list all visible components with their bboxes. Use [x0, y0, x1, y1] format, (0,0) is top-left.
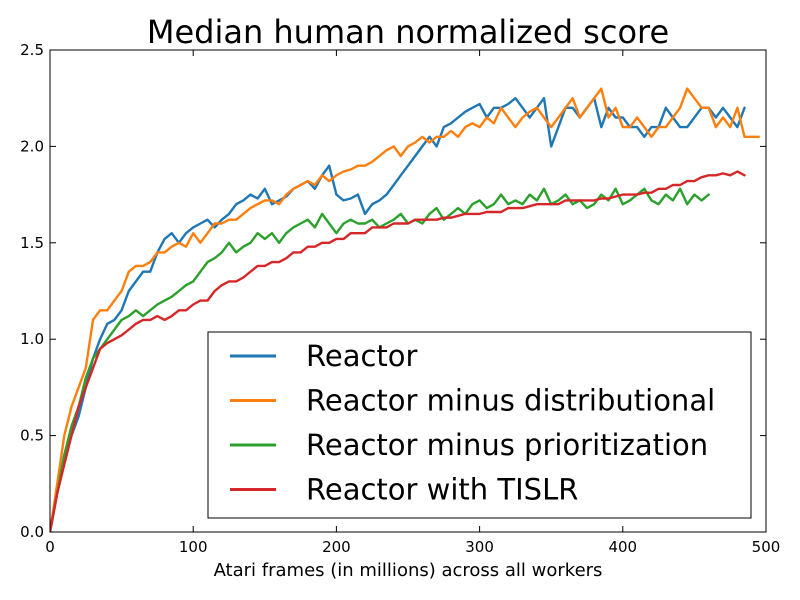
- y-tick-label: 0.5: [20, 427, 44, 445]
- y-tick-label: 2.0: [20, 137, 44, 155]
- legend-box: [207, 331, 752, 519]
- x-tick-label: 100: [179, 538, 208, 556]
- legend-label-1: Reactor minus distributional: [306, 384, 715, 418]
- x-axis-label: Atari frames (in millions) across all wo…: [214, 560, 603, 581]
- x-tick-label: 400: [608, 538, 637, 556]
- x-tick-label: 500: [752, 538, 781, 556]
- y-tick-label: 1.5: [20, 234, 44, 252]
- legend-label-0: Reactor: [306, 339, 418, 373]
- x-tick-label: 200: [322, 538, 351, 556]
- series-layer: [50, 87, 760, 532]
- legend: Reactor Reactor minus distributional React…: [207, 331, 752, 519]
- series-line-1: [50, 87, 760, 532]
- chart-title: Median human normalized score: [147, 13, 669, 51]
- axis-layer: 0 100 200 300 400 500 0.0 0.5 1.0 1.5 2.0 2.5: [20, 41, 780, 556]
- y-tick-label: 2.5: [20, 41, 44, 59]
- legend-label-2: Reactor minus prioritization: [306, 428, 708, 462]
- y-tick-label: 1.0: [20, 330, 44, 348]
- x-tick-label: 300: [465, 538, 494, 556]
- x-tick-label: 0: [45, 538, 55, 556]
- plot-frame: [49, 49, 767, 533]
- series-line-0: [50, 96, 746, 532]
- legend-label-3: Reactor with TISLR: [306, 473, 578, 507]
- series-line-3: [50, 170, 746, 532]
- y-tick-label: 0.0: [20, 523, 44, 541]
